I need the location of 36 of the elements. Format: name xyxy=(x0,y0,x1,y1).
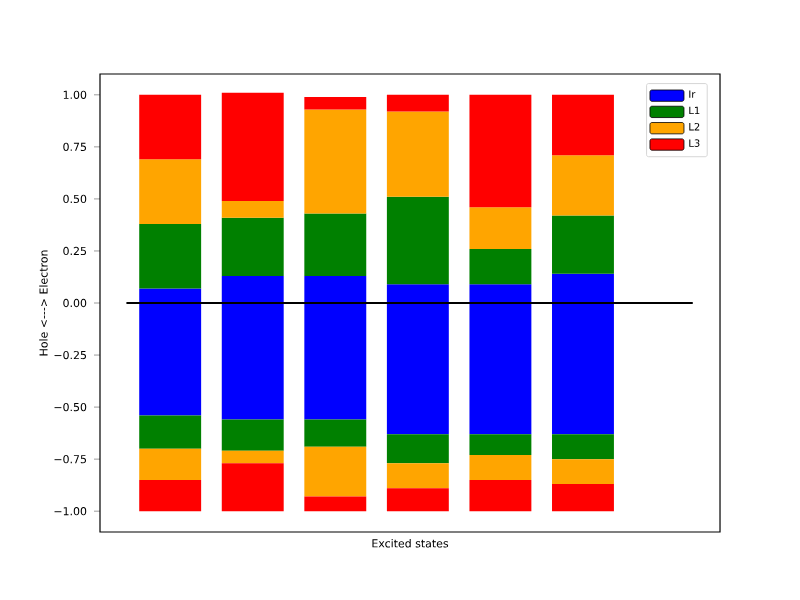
bar xyxy=(386,463,449,489)
bar xyxy=(469,94,532,208)
bar xyxy=(304,109,367,214)
bar xyxy=(139,159,202,224)
bar xyxy=(304,419,367,447)
bar xyxy=(469,434,532,455)
bar xyxy=(221,463,284,512)
bar xyxy=(469,479,532,512)
bar xyxy=(139,479,202,512)
bar xyxy=(221,200,284,218)
bar xyxy=(304,213,367,276)
bar xyxy=(304,496,367,512)
bar xyxy=(552,434,614,460)
bar xyxy=(469,207,532,249)
bar xyxy=(139,223,202,289)
bar xyxy=(139,94,202,160)
bar xyxy=(469,454,532,480)
bar xyxy=(469,248,532,285)
bar xyxy=(221,419,284,451)
bar xyxy=(386,488,449,512)
bar xyxy=(552,459,614,485)
bar xyxy=(304,96,367,110)
bar xyxy=(386,111,449,197)
bar xyxy=(386,196,449,285)
bar xyxy=(552,94,614,156)
bar xyxy=(304,446,367,497)
bar xyxy=(221,92,284,201)
bar xyxy=(386,434,449,464)
bar xyxy=(552,155,614,216)
bar xyxy=(552,484,614,512)
bar xyxy=(139,448,202,480)
bar xyxy=(221,450,284,464)
bar xyxy=(221,217,284,276)
bar xyxy=(386,94,449,112)
bar xyxy=(552,215,614,274)
bar xyxy=(139,415,202,449)
